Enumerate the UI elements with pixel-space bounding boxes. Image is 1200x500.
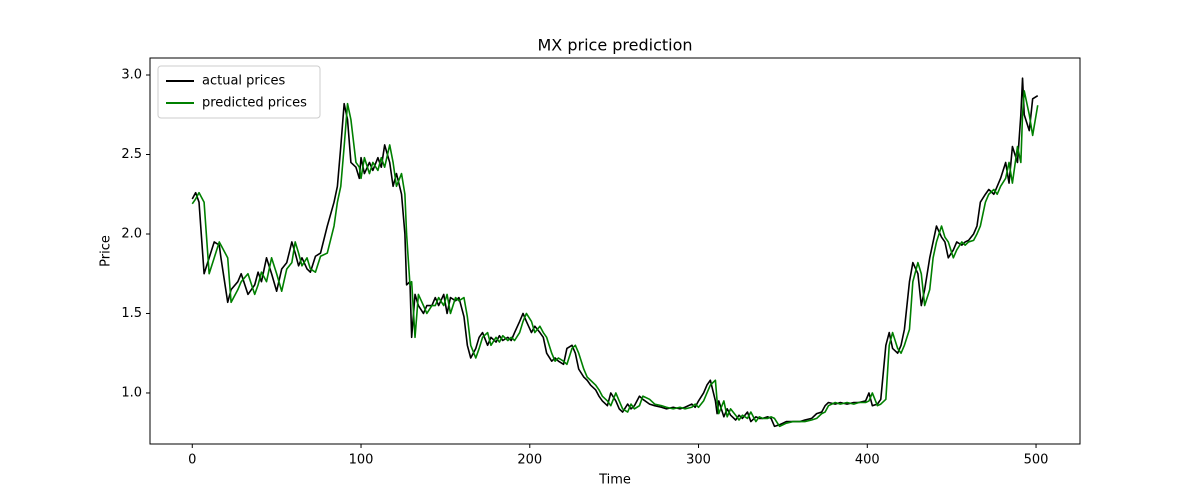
y-tick-label: 3.0 [121, 68, 142, 83]
y-tick-label: 1.5 [121, 306, 142, 321]
legend-box [157, 65, 321, 119]
x-tick-label: 200 [517, 453, 542, 468]
y-tick-label: 2.0 [121, 226, 142, 241]
x-tick-label: 0 [188, 453, 196, 468]
y-tick-label: 1.0 [121, 385, 142, 400]
legend-label: actual prices [202, 74, 286, 89]
y-axis-label: Price [99, 235, 114, 267]
legend-label: predicted prices [202, 96, 307, 111]
x-tick-label: 300 [686, 453, 711, 468]
series-line [191, 90, 1039, 428]
y-tick-label: 2.5 [121, 147, 142, 162]
x-tick-label: 400 [855, 453, 880, 468]
chart-title: MX price prediction [537, 36, 692, 55]
series-line [191, 77, 1039, 428]
x-tick-label: 100 [349, 453, 374, 468]
x-axis-label: Time [598, 473, 631, 488]
x-tick-label: 500 [1024, 453, 1049, 468]
plot-frame [149, 57, 1081, 445]
